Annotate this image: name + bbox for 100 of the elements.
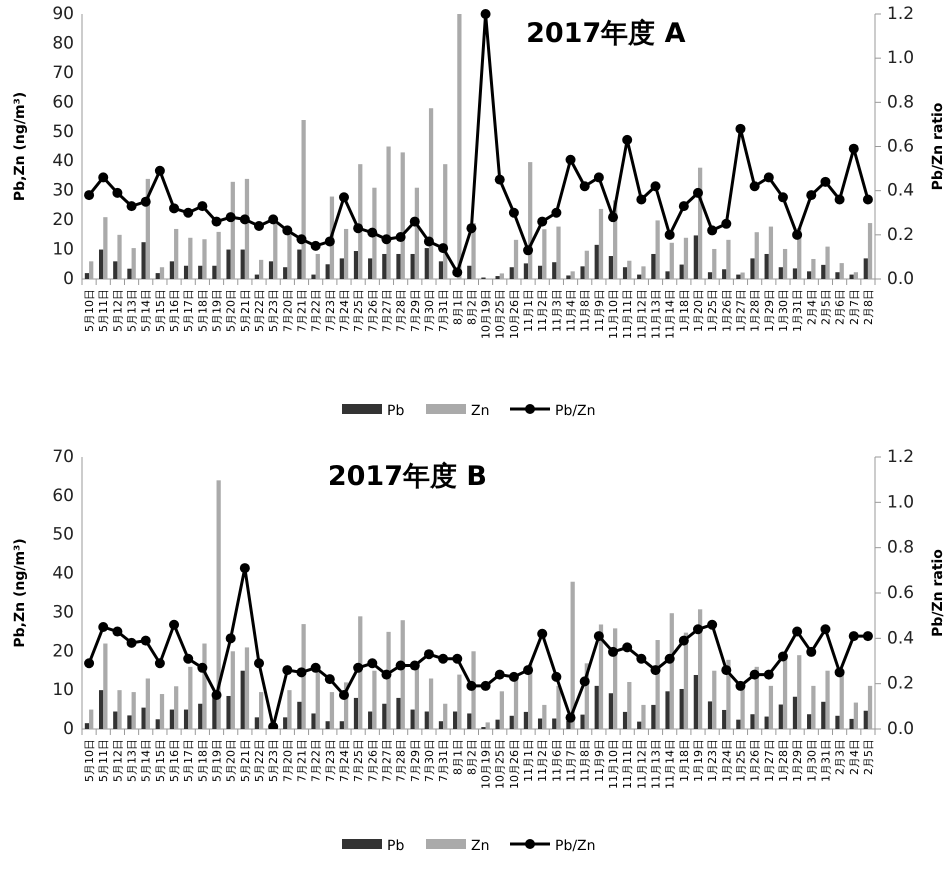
point (721, 218, 732, 229)
x-tick-label: 7月28日 (394, 739, 408, 782)
x-tick-label: 8月1日 (451, 739, 464, 775)
point (169, 620, 180, 630)
point (296, 234, 306, 244)
point (381, 234, 392, 244)
bar (311, 274, 316, 279)
x-tick-label: 5月15日 (154, 739, 167, 782)
x-tick-label: 11月8日 (578, 739, 592, 782)
bar (414, 666, 420, 729)
bar (694, 674, 698, 729)
bar (740, 688, 745, 729)
x-tick-label: 5月11日 (97, 739, 110, 782)
bar (410, 710, 415, 729)
bar (864, 258, 868, 279)
x-tick-label: 1月31日 (791, 289, 804, 332)
bar (566, 275, 571, 279)
bar (684, 238, 688, 279)
x-tick-label: 7月27日 (380, 289, 394, 332)
x-tick-label: 1月29日 (762, 289, 776, 332)
y-tick-label: 0 (63, 719, 74, 739)
bar (750, 714, 755, 729)
x-tick-label: 5月22日 (253, 739, 266, 782)
bar (428, 678, 434, 729)
point (396, 660, 406, 671)
x-tick-label: 5月13日 (126, 289, 139, 332)
y-tick-label: 30 (52, 180, 74, 201)
point (608, 646, 618, 657)
bar (510, 716, 514, 729)
bar (354, 698, 358, 729)
x-tick-label: 5月22日 (253, 289, 266, 332)
point (396, 232, 406, 242)
y2-tick-label: 0.4 (887, 180, 914, 201)
bar (495, 720, 500, 729)
point (508, 672, 519, 682)
bar (368, 712, 372, 729)
x-tick-label: 11月10日 (607, 289, 620, 339)
point (608, 212, 618, 222)
x-tick-label: 11月2日 (536, 739, 550, 782)
point (707, 620, 718, 630)
x-tick-label: 1月27日 (734, 289, 748, 332)
bar (854, 702, 858, 729)
bar (570, 271, 575, 279)
bar (467, 266, 472, 279)
x-tick-label: 1月31日 (819, 739, 832, 782)
y2-tick-label: 0.2 (887, 224, 914, 245)
x-tick-label: 11月13日 (650, 739, 663, 789)
bar (254, 274, 260, 279)
x-tick-label: 7月30日 (422, 739, 436, 782)
bar (778, 704, 783, 729)
bar (184, 710, 188, 729)
point (664, 230, 675, 240)
x-tick-label: 2月7日 (848, 289, 861, 325)
x-tick-label: 10月25日 (494, 739, 507, 789)
bar (538, 266, 542, 279)
bar (768, 226, 774, 279)
point (678, 636, 689, 646)
x-tick-label: 5月15日 (154, 289, 167, 332)
x-tick-label: 8月2日 (465, 739, 478, 775)
bar (424, 712, 429, 729)
bar (141, 242, 146, 279)
chart-title: 2017年度 B (328, 461, 487, 492)
x-tick-label: 11月11日 (621, 289, 634, 339)
bar (556, 226, 561, 279)
point (650, 665, 661, 676)
point (494, 174, 505, 185)
bar (712, 670, 716, 729)
x-tick-label: 5月20日 (224, 739, 238, 782)
bar (495, 276, 500, 279)
point (183, 654, 194, 664)
x-tick-label: 5月18日 (196, 739, 210, 782)
bar (240, 670, 245, 729)
y2-tick-label: 0.4 (887, 628, 914, 648)
x-tick-label: 2月5日 (862, 739, 875, 775)
bar (283, 717, 288, 729)
bar (287, 234, 292, 279)
bar (864, 710, 868, 729)
bar (622, 712, 628, 729)
bar (132, 248, 136, 279)
point (126, 201, 137, 212)
y-tick-label: 50 (52, 122, 74, 142)
point (226, 633, 236, 644)
point (551, 208, 562, 218)
bar (627, 260, 632, 279)
y-tick-label: 30 (52, 602, 74, 622)
bar (580, 714, 585, 729)
bar (594, 244, 599, 279)
x-tick-label: 11月2日 (536, 289, 550, 332)
bar (665, 271, 670, 279)
y2-axis-title: Pb/Zn ratio (930, 548, 946, 637)
point (98, 172, 108, 182)
point (834, 194, 845, 204)
legend-label: Pb/Zn (555, 838, 596, 854)
x-tick-label: 11月12日 (635, 739, 648, 789)
point (580, 676, 590, 686)
x-tick-label: 1月19日 (692, 739, 705, 782)
bar (127, 268, 132, 279)
x-tick-label: 1月26日 (748, 739, 762, 782)
point (197, 201, 208, 212)
bar (514, 679, 518, 729)
